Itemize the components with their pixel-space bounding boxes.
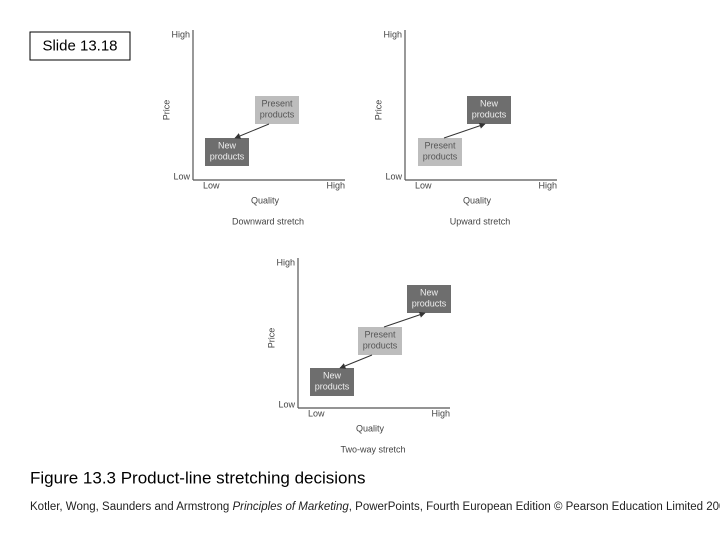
x-high-label: High — [326, 180, 345, 190]
product-box-label: Present — [424, 140, 456, 150]
product-box-label: Present — [364, 329, 396, 339]
x-axis-label: Quality — [251, 195, 280, 205]
footer-title: Principles of Marketing — [232, 501, 349, 513]
panel-caption: Downward stretch — [232, 216, 304, 226]
product-box-label: products — [210, 151, 245, 161]
slide-label-box — [29, 31, 131, 61]
y-low-label: Low — [173, 171, 190, 181]
y-axis-label: Price — [161, 100, 171, 121]
product-box — [205, 138, 249, 166]
y-low-label: Low — [385, 171, 402, 181]
y-axis-label: Price — [373, 100, 383, 121]
product-box-label: New — [420, 287, 439, 297]
y-high-label: High — [276, 257, 295, 267]
x-low-label: Low — [203, 180, 220, 190]
product-box-label: products — [363, 340, 398, 350]
product-box-label: New — [480, 98, 499, 108]
product-box-label: products — [412, 298, 447, 308]
footer-text: , PowerPoints, Fourth European Edition ©… — [349, 501, 720, 513]
product-box — [358, 327, 402, 355]
arrow — [339, 354, 373, 369]
product-box-label: products — [423, 151, 458, 161]
arrow — [234, 123, 270, 139]
product-box — [255, 96, 299, 124]
product-box — [418, 138, 462, 166]
product-box-label: products — [472, 109, 507, 119]
x-axis-label: Quality — [356, 423, 385, 433]
panel-caption: Upward stretch — [450, 216, 511, 226]
product-box-label: Present — [261, 98, 293, 108]
product-box-label: New — [218, 140, 237, 150]
panel-caption: Two-way stretch — [340, 444, 405, 454]
x-low-label: Low — [415, 180, 432, 190]
footer: Kotler, Wong, Saunders and Armstrong Pri… — [30, 501, 720, 513]
footer-text: Kotler, Wong, Saunders and Armstrong — [30, 501, 232, 513]
arrow — [443, 122, 486, 139]
product-box — [310, 368, 354, 396]
x-high-label: High — [431, 408, 450, 418]
y-high-label: High — [171, 29, 190, 39]
x-axis-label: Quality — [463, 195, 492, 205]
product-box-label: products — [260, 109, 295, 119]
product-box-label: New — [323, 370, 342, 380]
x-high-label: High — [538, 180, 557, 190]
slide-label: Slide 13.18 — [42, 37, 117, 54]
product-box — [467, 96, 511, 124]
arrow — [383, 311, 426, 328]
y-low-label: Low — [278, 399, 295, 409]
y-high-label: High — [383, 29, 402, 39]
figure-caption: Figure 13.3 Product-line stretching deci… — [30, 468, 365, 487]
x-low-label: Low — [308, 408, 325, 418]
y-axis-label: Price — [266, 328, 276, 349]
product-box — [407, 285, 451, 313]
product-box-label: products — [315, 381, 350, 391]
